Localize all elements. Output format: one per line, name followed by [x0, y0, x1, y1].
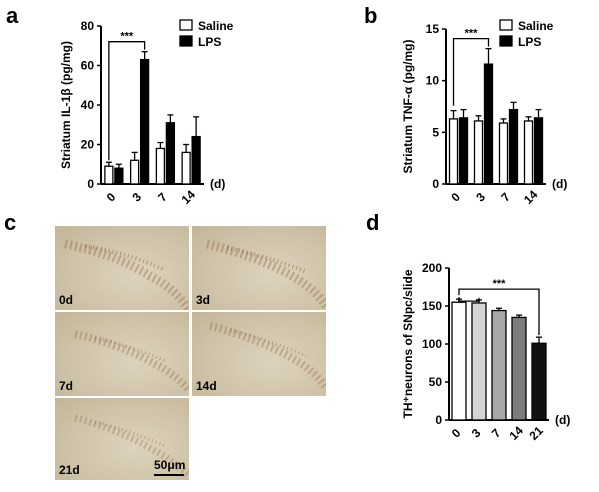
micrograph-7d: 7d: [55, 312, 189, 396]
significance-bracket-d: [458, 288, 540, 336]
x-tick-label-d: 21: [526, 423, 546, 443]
significance-bracket-b: [452, 37, 490, 106]
micrograph-label-14d: 14d: [196, 379, 217, 393]
y-tick-label-d: 150: [422, 299, 442, 313]
scale-bar: [154, 474, 184, 476]
scale-bar-label: 50μm: [154, 458, 186, 472]
y-tick-label-b: 5: [432, 125, 439, 139]
x-tick-label-d: 3: [469, 426, 484, 441]
legend-label-a-lps: LPS: [198, 35, 221, 49]
x-axis-unit-a: (d): [210, 177, 225, 191]
y-tick-label-a: 0: [87, 177, 94, 191]
y-tick-label-d: 50: [429, 375, 443, 389]
x-tick-label-d: 0: [449, 426, 464, 441]
panel-label-c: c: [4, 210, 17, 235]
legend-swatch-a-lps: [179, 35, 193, 47]
y-tick-label-a: 80: [81, 19, 95, 33]
legend-label-b-lps: LPS: [518, 35, 541, 49]
significance-label-d: ***: [493, 278, 507, 290]
significance-bracket-a: [108, 41, 146, 161]
legend-swatch-b-lps: [499, 35, 513, 47]
legend-swatch-a-saline: [179, 19, 193, 31]
micrograph-0d: 0d: [55, 226, 189, 310]
x-axis-unit-d: (d): [555, 413, 570, 427]
y-tick-label-b: 0: [432, 177, 439, 191]
y-tick-label-a: 20: [81, 138, 95, 152]
micrograph-14d: 14d: [192, 312, 326, 396]
y-tick-label-d: 0: [435, 413, 442, 427]
micrograph-label-3d: 3d: [196, 293, 211, 307]
y-tick-label-d: 100: [422, 337, 442, 351]
legend-swatch-b-saline: [499, 19, 513, 31]
bar-d-21: [531, 342, 547, 421]
panel-label-b: b: [364, 3, 378, 28]
bar-d-14: [511, 316, 527, 421]
micrograph-label-7d: 7d: [59, 379, 74, 393]
micrograph-label-21d: 21d: [59, 463, 80, 477]
micrograph-label-0d: 0d: [59, 293, 74, 307]
y-axis-label-a: Striatum IL-1β (pg/mg): [59, 41, 73, 169]
bar-d-3: [471, 302, 487, 421]
x-tick-label-d: 14: [506, 423, 526, 443]
y-tick-label-b: 10: [426, 74, 440, 88]
y-tick-label-a: 60: [81, 59, 95, 73]
y-axis-label-d: TH⁺neurons of SNpc/slide: [401, 269, 415, 418]
bracket-inner-d: [458, 297, 480, 302]
bar-d-0: [451, 301, 467, 421]
y-axis-label-b: Striatum TNF-α (pg/mg): [401, 39, 415, 173]
y-tick-label-b: 15: [426, 22, 440, 36]
significance-label-b: ***: [465, 28, 479, 40]
significance-label-a: ***: [120, 31, 134, 43]
micrograph-21d: 21d: [55, 398, 189, 480]
x-tick-label-d: 7: [489, 426, 504, 441]
panel-label-d: d: [366, 210, 380, 235]
legend-label-b-saline: Saline: [518, 19, 554, 33]
y-tick-label-a: 40: [81, 98, 95, 112]
y-tick-label-d: 200: [422, 261, 442, 275]
bar-d-7: [491, 309, 507, 421]
panel-label-a: a: [6, 3, 19, 28]
micrograph-3d: 3d: [192, 226, 326, 310]
legend-label-a-saline: Saline: [198, 19, 234, 33]
x-axis-unit-b: (d): [552, 177, 567, 191]
